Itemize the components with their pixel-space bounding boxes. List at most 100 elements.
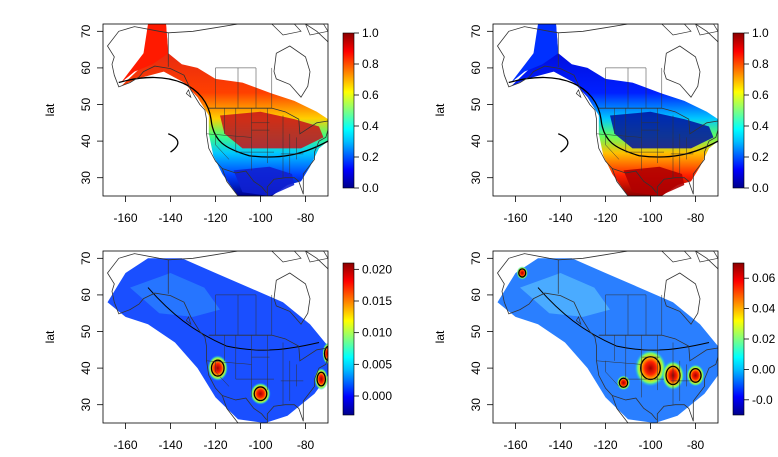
y-tick-label: 60 [79, 288, 93, 302]
colorbar-tick-label: 0.4 [752, 119, 769, 133]
admin-line [215, 133, 230, 160]
admin-line [206, 133, 252, 138]
coastline [497, 251, 718, 423]
us-canada-border [208, 334, 328, 362]
y-axis-label: lat [43, 330, 57, 343]
colorbar-tick-label: 0.010 [362, 326, 392, 340]
admin-line [215, 360, 230, 387]
colorbar [732, 32, 745, 189]
contour-ring [618, 377, 629, 388]
high-region [121, 24, 169, 83]
variance-subregion [520, 273, 610, 317]
y-axis-label: lat [433, 330, 447, 343]
colorbar-tick-label: 0.2 [362, 150, 379, 164]
island-outline [271, 251, 302, 263]
x-tick-label: -120 [203, 211, 227, 225]
colorbar [732, 262, 745, 416]
contour-line [508, 76, 718, 158]
hudson-bay-outline [663, 272, 701, 325]
us-mexico-border [222, 168, 267, 193]
contour-ring [518, 268, 527, 278]
colorbar-tick-label: 0.020 [362, 262, 392, 276]
hudson-bay-outline [273, 45, 311, 98]
colorbar-tick-label: 0.02 [752, 332, 776, 346]
coastline [107, 24, 328, 196]
island-outline [661, 24, 692, 36]
x-tick-label: -160 [113, 438, 137, 452]
colorbar-tick-label: 0.000 [362, 389, 392, 403]
colorbar-tick-label: 0.8 [752, 57, 769, 71]
y-tick-label: 50 [79, 98, 93, 112]
contour-arc [558, 133, 569, 153]
colorbar-tick-label: 0.06 [752, 271, 776, 285]
variance-field [107, 258, 328, 423]
plot-area [497, 251, 718, 423]
variance-subregion [130, 273, 220, 317]
x-tick-label: -100 [248, 211, 272, 225]
panels-layer: -160 -140 -120 -100 -80 30 40 50 60 70 lat 0.0 0.2 0.… [43, 23, 776, 452]
colorbar-tick-label: 0.6 [752, 88, 769, 102]
colorbar-tick-label: 0.0 [362, 181, 379, 195]
contour-ring [689, 367, 702, 383]
colorbar-tick-label: 0.4 [362, 119, 379, 133]
y-tick-label: 70 [469, 251, 483, 265]
y-tick-label: 30 [469, 171, 483, 185]
colorbar-tick-label: 0.2 [752, 150, 769, 164]
y-tick-label: 50 [79, 325, 93, 339]
island-outline [575, 316, 582, 326]
colorbar [342, 262, 355, 416]
y-tick-label: 50 [469, 98, 483, 112]
y-tick-label: 70 [469, 24, 483, 38]
colorbar-tick-label: 0.8 [362, 57, 379, 71]
x-tick-label: -140 [548, 211, 572, 225]
colorbar-tick-label: 0.00 [752, 362, 776, 376]
hotspot [314, 368, 328, 391]
island-outline [575, 89, 582, 99]
colorbar-tick-label: 0.6 [362, 88, 379, 102]
island-outline [695, 251, 718, 263]
y-tick-label: 40 [79, 361, 93, 375]
x-tick-label: -160 [113, 211, 137, 225]
panel-top-right: -160 -140 -120 -100 -80 30 40 50 60 70 lat 0.0 0.2 0.… [433, 23, 769, 225]
us-mexico-border [612, 395, 657, 420]
x-tick-label: -120 [593, 438, 617, 452]
admin-line [596, 360, 642, 365]
colorbar [342, 32, 355, 189]
y-tick-label: 50 [469, 325, 483, 339]
y-tick-label: 40 [79, 134, 93, 148]
contour-ring [253, 386, 268, 402]
island-outline [271, 24, 302, 36]
contour-line [147, 287, 320, 351]
y-tick-label: 40 [469, 361, 483, 375]
contour-ring [640, 356, 661, 381]
x-tick-label: -160 [503, 438, 527, 452]
y-tick-label: 70 [79, 24, 93, 38]
colorbar-tick-label: 1.0 [362, 26, 379, 40]
x-tick-label: -140 [158, 211, 182, 225]
y-tick-label: 70 [79, 251, 93, 265]
x-tick-label: -80 [297, 211, 315, 225]
low-region [610, 111, 714, 149]
x-tick-label: -100 [638, 438, 662, 452]
colorbar-tick-label: -0.0 [752, 393, 773, 407]
island-outline [305, 251, 328, 263]
contour-ring [323, 346, 328, 361]
contour-ring [316, 371, 327, 387]
us-mexico-border [222, 395, 267, 420]
contour-line [118, 76, 328, 158]
island-outline [661, 251, 692, 263]
hotspot [207, 355, 228, 381]
admin-line [605, 360, 620, 387]
hotspot [250, 382, 271, 405]
island-outline [305, 24, 328, 36]
contour-arc [168, 133, 179, 153]
us-mexico-border [612, 168, 657, 193]
x-tick-label: -140 [548, 438, 572, 452]
colorbar-tick-label: 0.005 [362, 357, 392, 371]
x-tick-label: -80 [687, 438, 705, 452]
hotspot [686, 364, 705, 387]
panel-bottom-right: -160 -140 -120 -100 -80 30 40 50 60 70 lat -0.0 0.00… [433, 250, 776, 452]
plot-area [107, 24, 328, 196]
colorbar-tick-label: 0.04 [752, 302, 776, 316]
